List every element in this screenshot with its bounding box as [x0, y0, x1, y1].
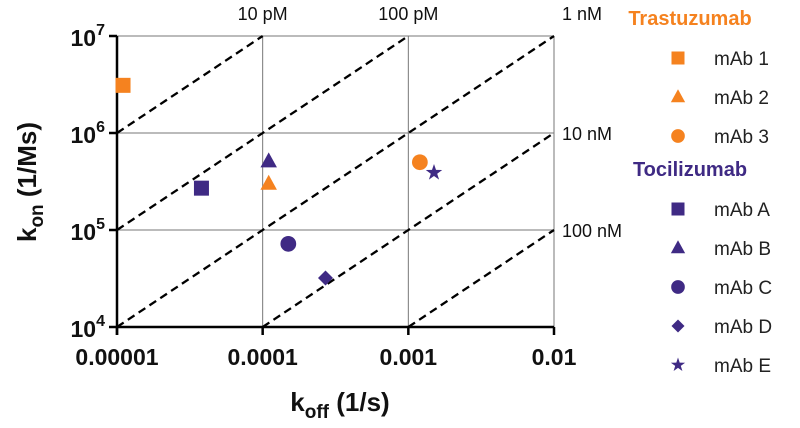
y-tick-exponent: 7	[96, 22, 105, 39]
legend: Trastuzumab mAb 1 mAb 2 mAb 3 Tocilizumab mAb…	[628, 8, 772, 377]
data-point-mab-c	[280, 235, 297, 252]
y-tick-base: 10	[71, 122, 97, 148]
legend-label: mAb 1	[714, 49, 769, 70]
iso-kd-line	[116, 35, 555, 328]
legend-group-title: Trastuzumab	[628, 8, 751, 30]
legend-label: mAb B	[714, 239, 771, 260]
iso-kd-label: 100 nM	[562, 221, 622, 241]
legend-marker-triangle	[670, 240, 686, 254]
iso-kd-label: 100 pM	[378, 4, 438, 24]
iso-kd-line	[262, 132, 555, 328]
y-tick-exponent: 6	[96, 119, 105, 136]
y-tick-exponent: 4	[96, 313, 105, 330]
x-tick-label: 0.00001	[75, 344, 158, 370]
data-points	[115, 77, 443, 286]
legend-label: mAb D	[714, 317, 772, 338]
iso-kd-lines: 10 pM 100 pM 1 nM 10 nM 100 nM	[116, 4, 622, 328]
y-tick-label: 106	[71, 119, 106, 148]
legend-label: mAb C	[714, 278, 772, 299]
data-point-mab-2	[260, 174, 277, 190]
legend-marker-star	[670, 357, 686, 371]
iso-kd-line	[116, 35, 409, 231]
iso-kd-line	[407, 229, 555, 328]
legend-group-title: Tocilizumab	[633, 159, 747, 181]
iso-kd-label: 1 nM	[562, 4, 602, 24]
x-axis-label: koff (1/s)	[290, 387, 389, 423]
data-point-mab-d	[318, 270, 334, 286]
data-point-mab-e	[425, 164, 443, 180]
legend-label: mAb 2	[714, 88, 769, 109]
x-tick-label: 0.001	[380, 344, 438, 370]
legend-marker-square	[671, 51, 685, 65]
legend-label: mAb 3	[714, 127, 769, 148]
iso-kd-line	[116, 35, 264, 134]
iso-kd-label: 10 nM	[562, 124, 612, 144]
y-tick-base: 10	[71, 316, 97, 342]
data-point-mab-b	[260, 152, 277, 168]
x-tick-label: 0.0001	[227, 344, 298, 370]
y-tick-label: 107	[71, 22, 106, 51]
y-tick-base: 10	[71, 219, 97, 245]
legend-marker-circle	[671, 280, 685, 294]
data-point-mab-a	[193, 180, 209, 196]
legend-marker-square	[671, 202, 685, 216]
y-axis-label: kon (1/Ms)	[12, 122, 48, 242]
y-tick-label: 104	[71, 313, 106, 342]
data-point-mab-3	[411, 154, 428, 171]
x-tick-label: 0.01	[532, 344, 577, 370]
y-tick-base: 10	[71, 25, 97, 51]
y-tick-label: 105	[71, 216, 106, 245]
data-point-mab-1	[115, 77, 131, 93]
legend-label: mAb A	[714, 200, 770, 221]
iso-kd-label: 10 pM	[238, 4, 288, 24]
legend-marker-triangle	[670, 89, 686, 103]
legend-label: mAb E	[714, 356, 771, 377]
legend-marker-diamond	[671, 319, 685, 333]
y-tick-exponent: 5	[96, 216, 105, 233]
legend-marker-circle	[671, 129, 685, 143]
